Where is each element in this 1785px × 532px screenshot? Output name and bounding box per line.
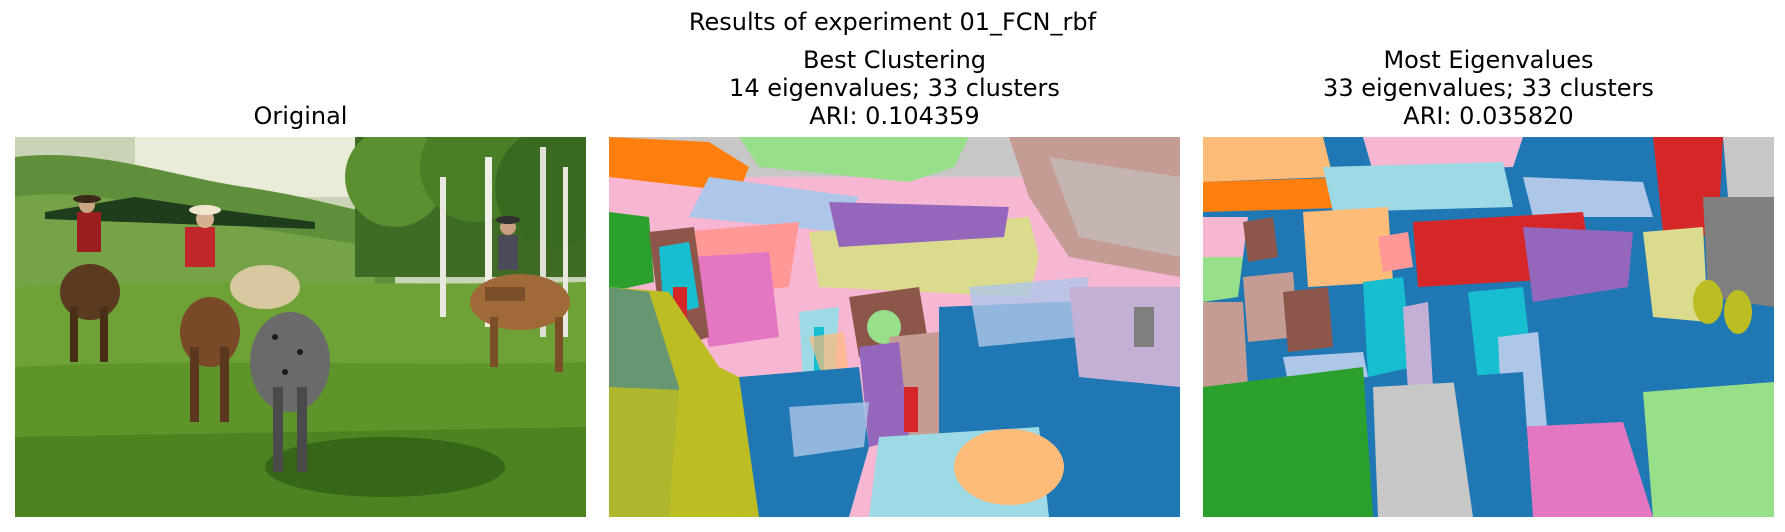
panel-title-line: Best Clustering	[802, 46, 987, 74]
panel-title-line: Most Eigenvalues	[1383, 46, 1594, 74]
panel-title-best-clustering: Best Clustering 14 eigenvalues; 33 clust…	[609, 46, 1180, 130]
best-clustering-segmentation	[609, 137, 1180, 517]
panel-title-line: ARI: 0.035820	[1403, 102, 1574, 130]
panel-title-most-eigenvalues: Most Eigenvalues 33 eigenvalues; 33 clus…	[1203, 46, 1774, 130]
panel-title-line: ARI: 0.104359	[809, 102, 980, 130]
panel-title-line: 14 eigenvalues; 33 clusters	[729, 74, 1060, 102]
figure-title: Results of experiment 01_FCN_rbf	[688, 8, 1097, 36]
most-eigenvalues-segmentation	[1203, 137, 1774, 517]
panel-title-original: Original	[15, 102, 586, 130]
original-photo	[15, 137, 586, 517]
panel-title-line: 33 eigenvalues; 33 clusters	[1323, 74, 1654, 102]
panel-title-line: Original	[253, 102, 348, 130]
